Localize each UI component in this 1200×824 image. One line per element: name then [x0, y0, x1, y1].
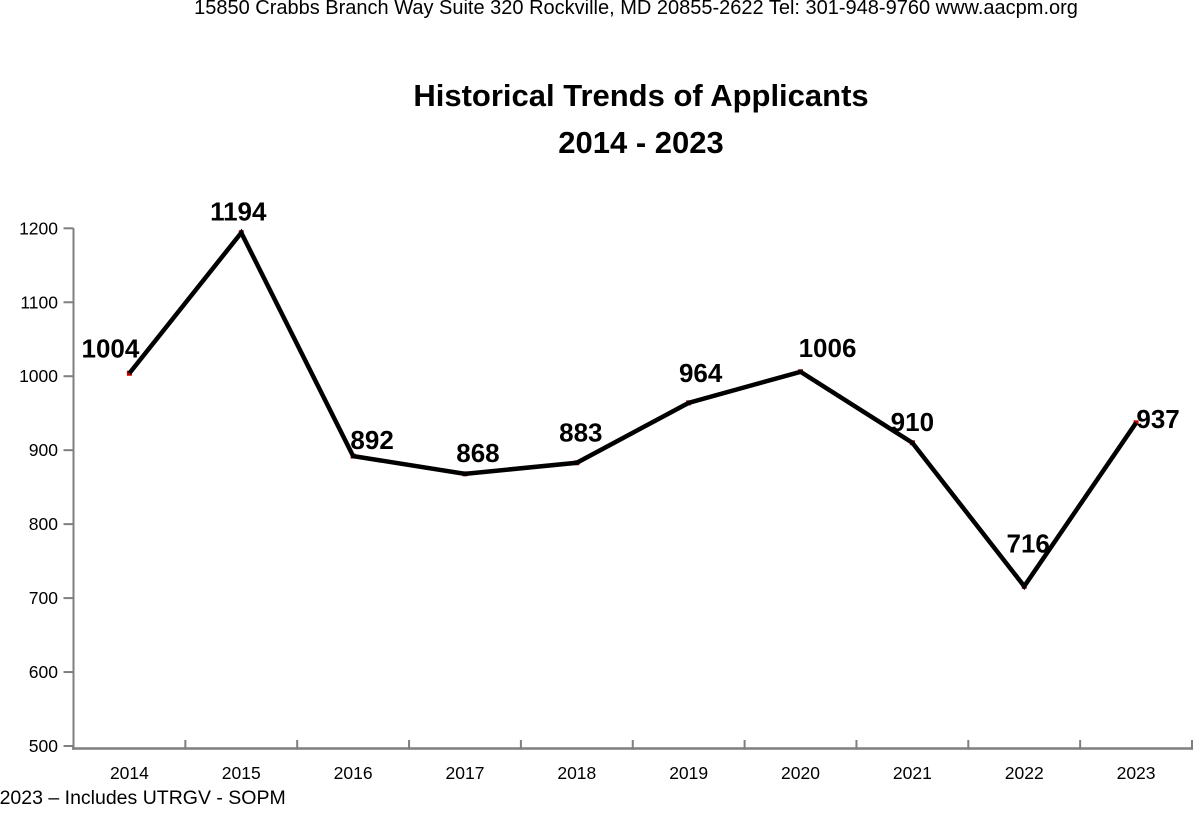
letterhead-address: 15850 Crabbs Branch Way Suite 320 Rockvi…	[194, 0, 1078, 19]
x-axis-tick-label: 2023	[1117, 763, 1156, 783]
y-axis-tick-label: 800	[29, 514, 58, 534]
y-axis-tick-label: 700	[29, 588, 58, 608]
footnote: *2023 – Includes UTRGV - SOPM	[0, 787, 286, 809]
data-point-label: 868	[456, 438, 499, 468]
x-axis-tick-label: 2021	[893, 763, 932, 783]
x-axis-tick-label: 2015	[222, 763, 261, 783]
data-point-marker	[126, 370, 132, 376]
chart-title-block: Historical Trends of Applicants 2014 - 2…	[82, 72, 1200, 166]
y-axis-tick-label: 600	[29, 662, 58, 682]
data-point-label: 892	[350, 425, 393, 455]
data-point-label: 964	[679, 358, 723, 388]
x-axis-tick-label: 2018	[557, 763, 596, 783]
x-axis-tick-label: 2014	[110, 763, 149, 783]
data-point-label: 883	[559, 418, 602, 448]
data-point-label: 1006	[799, 333, 857, 363]
chart-subtitle: 2014 - 2023	[558, 125, 724, 160]
x-axis-tick-label: 2019	[669, 763, 708, 783]
y-axis-tick-label: 1200	[19, 218, 58, 238]
y-axis-tick-label: 500	[29, 736, 58, 756]
chart-title: Historical Trends of Applicants	[413, 78, 869, 113]
data-point-label: 716	[1007, 528, 1050, 558]
y-axis-tick-label: 1000	[19, 366, 58, 386]
x-axis-tick-label: 2022	[1005, 763, 1044, 783]
applicants-line-series	[127, 228, 1138, 591]
y-axis-tick-label: 900	[29, 440, 58, 460]
data-point-label: 1194	[210, 197, 267, 227]
data-point-label: 910	[891, 407, 934, 437]
data-point-label: 1004	[82, 333, 140, 363]
data-point-label: 937	[1136, 404, 1179, 434]
x-axis-tick-label: 2017	[446, 763, 485, 783]
x-axis-tick-label: 2016	[334, 763, 373, 783]
x-axis-tick-label: 2020	[781, 763, 820, 783]
y-axis-tick-label: 1100	[20, 292, 58, 312]
